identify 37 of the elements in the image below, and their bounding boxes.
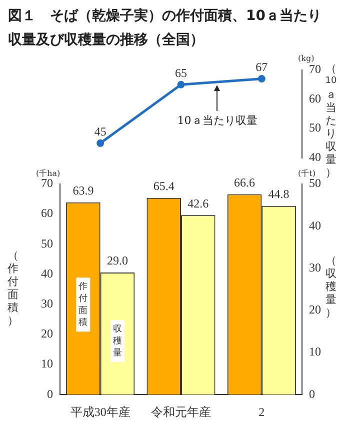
y2-axis-title: （収穫量） xyxy=(324,254,338,320)
data-label: 65 xyxy=(175,66,187,80)
x-tick-label: 平成30年産 xyxy=(70,404,130,419)
y-tick-label: 10 xyxy=(41,356,53,371)
y-tick-label: 30 xyxy=(41,296,53,310)
series-label: 作付面積 xyxy=(78,280,88,328)
data-label: 63.9 xyxy=(72,184,94,198)
text: (kg) xyxy=(298,54,314,63)
y-tick-label: 40 xyxy=(41,266,53,280)
y-tick-label: 70 xyxy=(41,176,53,190)
point xyxy=(258,75,266,83)
y-tick-label: 50 xyxy=(309,120,321,135)
x-tick-label: 令和元年産 xyxy=(151,404,211,419)
data-label: 44.8 xyxy=(268,187,290,202)
x-tick-label: 2 xyxy=(258,404,265,419)
series-label: 収穫量 xyxy=(112,323,122,358)
y-tick-label: 60 xyxy=(41,206,53,220)
text: （10ａ当たり収量） xyxy=(325,62,337,179)
data-label: 67 xyxy=(256,60,268,74)
y-tick-label: 60 xyxy=(309,91,321,106)
data-label: 45 xyxy=(94,124,106,138)
y-tick-label: 20 xyxy=(41,326,53,341)
text: (千ha) xyxy=(36,168,60,179)
data-label: 29.0 xyxy=(106,254,128,268)
point xyxy=(177,80,185,88)
chart-title: 図１ そば（乾燥子実）の作付面積、10ａ当たり収量及び収穫量の推移（全国） xyxy=(8,7,322,50)
data-label: 42.6 xyxy=(188,196,209,210)
data-label: 66.6 xyxy=(234,175,256,190)
y-tick-label: 70 xyxy=(309,62,321,76)
annotation: 10ａ当たり収量 xyxy=(177,112,258,128)
point xyxy=(96,139,104,147)
y-tick-label: 0 xyxy=(47,386,53,401)
y-tick-label: 40 xyxy=(309,150,321,164)
y-axis-title: （作付面積） xyxy=(6,249,20,328)
data-label: 65.4 xyxy=(153,178,174,193)
text: (千t) xyxy=(298,168,316,179)
y-tick-label: 50 xyxy=(41,236,53,250)
